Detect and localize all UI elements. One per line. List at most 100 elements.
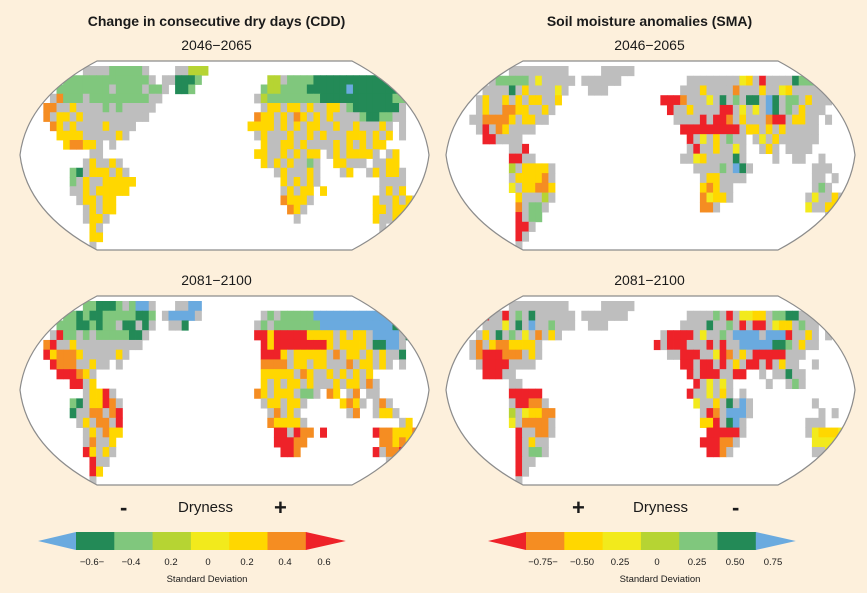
anomaly-cell (346, 167, 354, 178)
anomaly-cell (359, 103, 367, 113)
anomaly-cell (778, 310, 786, 321)
anomaly-cell (333, 310, 341, 321)
land-cell (339, 378, 347, 390)
anomaly-cell (287, 398, 295, 409)
anomaly-cell (548, 320, 556, 331)
land-cell (713, 339, 721, 351)
land-cell (339, 103, 347, 113)
anomaly-cell (495, 114, 503, 125)
anomaly-cell (115, 310, 123, 321)
anomaly-cell (352, 149, 360, 159)
anomaly-cell (385, 437, 393, 448)
anomaly-cell (752, 124, 760, 135)
anomaly-cell (726, 134, 734, 145)
land-cell (811, 182, 819, 193)
land-cell (759, 369, 767, 380)
land-cell (122, 339, 130, 351)
land-cell (76, 195, 84, 206)
land-cell (693, 388, 701, 399)
anomaly-cell (818, 75, 826, 86)
land-cell (522, 153, 530, 164)
map-outline (445, 60, 856, 251)
land-cell (82, 103, 90, 113)
land-cell (699, 320, 707, 331)
land-cell (76, 339, 84, 351)
land-cell (109, 103, 117, 113)
cdd-tick: 0.2 (164, 557, 178, 568)
land-cell (508, 95, 516, 106)
land-cell (128, 121, 136, 132)
land-cell (63, 339, 71, 351)
anomaly-cell (528, 114, 536, 125)
cdd-period-2: 2081−2100 (181, 272, 252, 288)
land-cell (792, 359, 800, 370)
anomaly-cell (293, 330, 301, 341)
anomaly-cell (300, 195, 308, 206)
land-cell (765, 310, 773, 321)
anomaly-cell (300, 359, 308, 370)
land-cell (89, 112, 97, 122)
anomaly-cell (405, 447, 413, 458)
anomaly-cell (346, 130, 354, 141)
anomaly-cell (706, 369, 714, 380)
land-cell (287, 121, 295, 132)
land-cell (102, 359, 110, 370)
anomaly-cell (102, 417, 110, 428)
anomaly-cell (109, 330, 117, 341)
land-cell (102, 408, 110, 419)
land-cell (739, 95, 747, 106)
anomaly-cell (273, 320, 281, 331)
anomaly-cell (287, 93, 295, 104)
land-cell (772, 153, 780, 164)
anomaly-cell (732, 408, 740, 419)
anomaly-cell (175, 310, 183, 321)
anomaly-cell (522, 408, 530, 419)
land-cell (541, 85, 549, 96)
land-cell (798, 124, 806, 135)
anomaly-cell (686, 388, 694, 399)
anomaly-cell (273, 388, 281, 399)
land-cell (254, 93, 262, 104)
land-cell (568, 310, 576, 321)
anomaly-cell (489, 369, 497, 380)
anomaly-cell (96, 75, 104, 85)
anomaly-cell (89, 398, 97, 409)
anomaly-cell (326, 339, 334, 351)
land-cell (818, 202, 826, 213)
cdd-tick: −0.6− (79, 557, 105, 568)
land-cell (548, 301, 556, 312)
anomaly-cell (515, 95, 523, 106)
land-cell (673, 114, 681, 125)
land-cell (287, 359, 295, 370)
anomaly-cell (366, 359, 374, 370)
land-cell (594, 320, 602, 331)
land-cell (699, 163, 707, 174)
land-cell (818, 173, 826, 184)
land-cell (739, 85, 747, 96)
anomaly-cell (287, 408, 295, 419)
anomaly-cell (508, 75, 516, 86)
land-cell (82, 158, 90, 169)
anomaly-cell (69, 330, 77, 341)
land-cell (287, 177, 295, 187)
land-cell (805, 143, 813, 155)
land-cell (399, 417, 407, 428)
anomaly-cell (254, 112, 262, 122)
anomaly-cell (482, 310, 490, 321)
land-cell (719, 173, 727, 184)
anomaly-cell (115, 408, 123, 419)
land-cell (175, 66, 183, 76)
land-cell (300, 130, 308, 141)
anomaly-cell (287, 447, 295, 458)
sma-tick: 0.25 (687, 557, 707, 568)
land-cell (392, 177, 400, 187)
anomaly-cell (293, 320, 301, 331)
land-cell (515, 114, 523, 125)
land-cell (811, 134, 819, 145)
land-cell (554, 75, 562, 86)
anomaly-cell (313, 349, 321, 360)
anomaly-cell (280, 121, 288, 132)
anomaly-cell (43, 349, 51, 360)
land-cell (713, 202, 721, 213)
land-cell (339, 167, 347, 178)
